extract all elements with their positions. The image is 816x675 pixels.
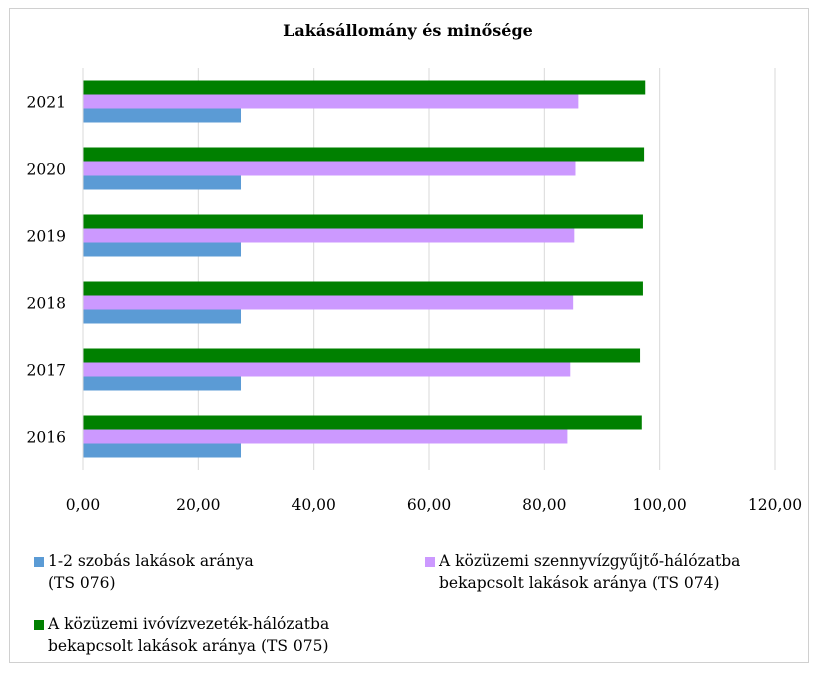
y-tick-label: 2016 (27, 429, 66, 447)
bar (83, 362, 571, 377)
legend-label-water: A közüzemi ivóvízvezeték-hálózatba bekap… (48, 615, 330, 655)
bar (83, 309, 242, 324)
legend-swatch-sewer (425, 557, 435, 567)
bar (83, 443, 242, 458)
y-tick-label: 2021 (27, 94, 66, 112)
bar (83, 281, 643, 296)
x-tick-label: 40,00 (291, 496, 335, 514)
legend-swatch-water (34, 620, 44, 630)
y-tick-label: 2018 (27, 295, 66, 313)
chart-frame (9, 8, 809, 663)
bar (83, 161, 576, 176)
bar (83, 242, 242, 257)
x-tick-label: 120,00 (748, 496, 802, 514)
x-tick-label: 80,00 (522, 496, 566, 514)
x-tick-label: 60,00 (407, 496, 451, 514)
chart-title: Lakásállomány és minősége (283, 21, 533, 40)
legend-item-small-flats: 1-2 szobás lakások aránya (TS 076) (34, 550, 254, 594)
bar (83, 147, 645, 162)
bar (83, 228, 575, 243)
y-tick-label: 2017 (27, 362, 66, 380)
legend-label-sewer: A közüzemi szennyvízgyűjtő-hálózatba bek… (439, 552, 741, 592)
bar (83, 415, 642, 430)
bar (83, 80, 646, 95)
bar (83, 108, 242, 123)
x-tick-label: 100,00 (633, 496, 687, 514)
legend-item-water: A közüzemi ivóvízvezeték-hálózatba bekap… (34, 613, 329, 657)
legend-item-sewer: A közüzemi szennyvízgyűjtő-hálózatba bek… (425, 550, 740, 594)
bar (83, 348, 641, 363)
bar (83, 429, 568, 444)
bar (83, 295, 574, 310)
y-tick-label: 2020 (27, 161, 66, 179)
bar (83, 94, 579, 109)
legend-swatch-small-flats (34, 557, 44, 567)
bar (83, 175, 242, 190)
x-tick-label: 20,00 (176, 496, 220, 514)
bar (83, 376, 242, 391)
bar (83, 214, 643, 229)
legend-label-small-flats: 1-2 szobás lakások aránya (TS 076) (48, 552, 254, 592)
x-tick-label: 0,00 (66, 496, 101, 514)
y-tick-label: 2019 (27, 228, 66, 246)
